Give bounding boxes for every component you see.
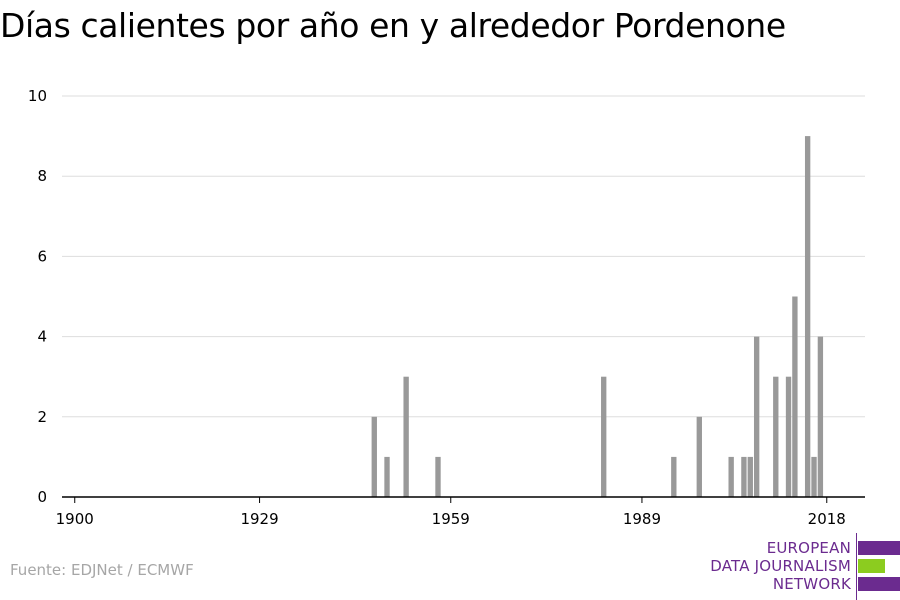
y-tick-label: 10 [28, 87, 47, 105]
logo-bar-middle [858, 559, 885, 573]
bar-2015[interactable] [804, 136, 811, 497]
grid-lines [62, 95, 865, 418]
bar-2005[interactable] [741, 456, 747, 497]
bar-1947[interactable] [371, 416, 377, 497]
y-tick-label: 2 [37, 408, 47, 426]
x-tick-label: 1989 [623, 510, 661, 528]
x-tick-label: 1959 [432, 510, 470, 528]
chart-title: Días calientes por año en y alrededor Po… [0, 6, 786, 45]
logo-bar-bottom [858, 577, 900, 591]
x-axis: 1900 1929 1959 1989 2018 [56, 496, 865, 528]
bar-1998[interactable] [696, 416, 702, 497]
logo-bar-top [858, 541, 900, 555]
y-tick-label: 4 [37, 328, 47, 346]
logo-text-data-journalism: DATA JOURNALISM [710, 557, 851, 575]
y-tick-label: 8 [37, 167, 47, 185]
x-tick-label: 2018 [808, 510, 846, 528]
logo-text-european: EUROPEAN [766, 539, 851, 557]
bar-1983[interactable] [601, 376, 607, 497]
bar-2007[interactable] [753, 336, 760, 497]
bar-1994[interactable] [671, 456, 677, 497]
x-tick-label: 1929 [240, 510, 278, 528]
bar-2010[interactable] [773, 376, 779, 497]
bar-2012[interactable] [785, 376, 792, 497]
edjnet-logo[interactable]: EUROPEAN DATA JOURNALISM NETWORK [700, 533, 900, 600]
bar-2013[interactable] [792, 296, 798, 498]
bar-1952[interactable] [403, 376, 409, 497]
bar-1957[interactable] [435, 456, 441, 497]
bar-2003[interactable] [728, 456, 734, 497]
x-tick-label: 1900 [56, 510, 94, 528]
bar-2017[interactable] [817, 336, 824, 497]
y-tick-label: 0 [37, 488, 47, 506]
bar-2006[interactable] [747, 456, 753, 497]
logo-text-network: NETWORK [772, 575, 851, 593]
y-axis: 0 2 4 6 8 10 [28, 87, 47, 506]
bar-2016[interactable] [811, 456, 817, 497]
bars [371, 136, 824, 498]
y-tick-label: 6 [37, 247, 47, 265]
source-note: Fuente: EDJNet / ECMWF [10, 561, 194, 579]
bar-1949[interactable] [384, 456, 390, 497]
logo-divider [856, 533, 857, 600]
